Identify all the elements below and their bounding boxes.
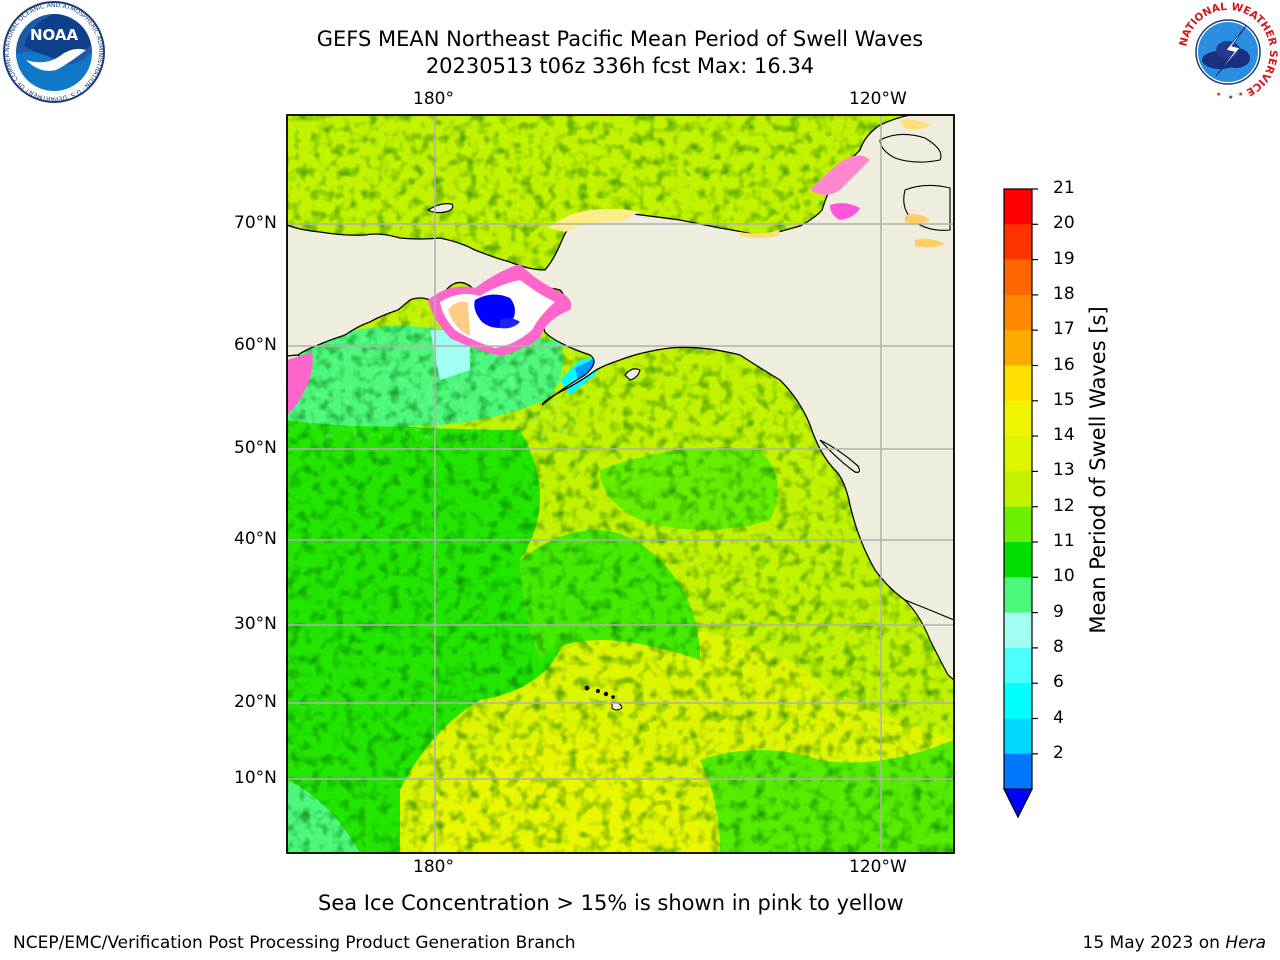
plot-subtitle: 20230513 t06z 336h fcst Max: 16.34: [425, 54, 815, 78]
lon-label-bottom-180: 180°: [413, 857, 454, 877]
colorbar-swatch: [1004, 189, 1032, 225]
field-band-blue: [575, 358, 596, 380]
colorbar-tick-label: 11: [1053, 531, 1075, 551]
colorbar-tick-label: 2: [1053, 742, 1064, 763]
colorbar-swatch: [1004, 718, 1032, 755]
lat-label-20n: 20°N: [234, 692, 277, 712]
lat-label-30n: 30°N: [234, 614, 277, 634]
colorbar-tick-label: 20: [1053, 213, 1075, 234]
lat-label-10n: 10°N: [234, 768, 277, 788]
colorbar-tick-label: 14: [1053, 425, 1075, 446]
lat-label-40n: 40°N: [234, 529, 277, 549]
colorbar-tick-label: 16: [1053, 354, 1075, 375]
colorbar-swatch: [1004, 330, 1032, 367]
colorbar-tick-label: 6: [1053, 672, 1064, 693]
arctic-islands: [879, 133, 951, 231]
island-kodiak: [624, 368, 641, 381]
colorbar-tick-label: 9: [1053, 601, 1064, 622]
svg-text:★: ★: [1238, 91, 1243, 98]
colorbar-swatch: [1004, 683, 1032, 720]
footer-date-text: 15 May 2023 on: [1082, 933, 1226, 953]
colorbar-swatch: [1004, 259, 1032, 296]
colorbar-swatch: [1004, 400, 1032, 437]
colorbar-tick-label: 15: [1053, 389, 1075, 410]
colorbar-swatch: [1004, 612, 1032, 649]
colorbar-swatch: [1004, 753, 1032, 790]
colorbar-swatch: [1004, 436, 1032, 472]
island-vancouver: [819, 439, 861, 473]
colorbar-swatch: [1004, 471, 1032, 508]
colorbar-tick-label: 13: [1053, 460, 1075, 481]
lon-label-top-120w: 120°W: [849, 89, 907, 109]
graticule: [287, 115, 954, 853]
svg-text:★: ★: [1228, 94, 1233, 101]
lon-label-top-180: 180°: [413, 89, 454, 109]
colorbar-tick-label: 10: [1053, 566, 1075, 587]
colorbar-swatch: [1004, 647, 1032, 684]
colorbar-tick-label: 21: [1053, 178, 1075, 198]
colorbar-tick-label: 4: [1053, 707, 1064, 728]
footer-date: 15 May 2023 on Hera: [1083, 933, 1267, 953]
plot-title: GEFS MEAN Northeast Pacific Mean Period …: [316, 27, 924, 51]
colorbar-frame: [1003, 188, 1033, 790]
colorbar-tick-label: 17: [1053, 319, 1075, 340]
colorbar-tick-label: 19: [1053, 248, 1075, 269]
colorbar-swatch: [1004, 365, 1032, 402]
colorbar-swatch: [1004, 542, 1032, 578]
noaa-wordmark: NOAA: [30, 26, 79, 44]
noaa-logo: NATIONAL OCEANIC AND ATMOSPHERIC ADMINIS…: [2, 0, 105, 103]
svg-text:★: ★: [1216, 91, 1221, 98]
footer-branch: NCEP/EMC/Verification Post Processing Pr…: [13, 933, 576, 953]
map-frame: [286, 114, 955, 854]
colorbar-title: Mean Period of Swell Waves [s]: [1086, 306, 1110, 634]
colorbar-swatch: [1004, 294, 1032, 331]
colorbar-extend-arrow: [1003, 788, 1033, 819]
swell-period-field: [287, 115, 954, 853]
baja-california: [904, 599, 954, 681]
lon-label-bottom-120w: 120°W: [849, 857, 907, 877]
colorbar-tick-label: 18: [1053, 283, 1075, 304]
nws-logo: NATIONAL WEATHER SERVICE ★ ★ ★: [1177, 1, 1279, 102]
lat-label-50n: 50°N: [234, 438, 277, 458]
colorbar: [1003, 188, 1038, 819]
colorbar-swatch: [1004, 506, 1032, 543]
colorbar-swatch: [1004, 224, 1032, 261]
lat-label-60n: 60°N: [234, 335, 277, 355]
lat-label-70n: 70°N: [234, 213, 277, 233]
colorbar-swatch: [1004, 577, 1032, 614]
colorbar-tick-label: 12: [1053, 495, 1075, 516]
footer-machine: Hera: [1225, 933, 1266, 953]
hawaii-islands: [584, 685, 623, 711]
sea-ice-caption: Sea Ice Concentration > 15% is shown in …: [318, 891, 904, 915]
colorbar-tick-label: 8: [1053, 636, 1064, 657]
sea-ice-overlay: [287, 119, 945, 415]
